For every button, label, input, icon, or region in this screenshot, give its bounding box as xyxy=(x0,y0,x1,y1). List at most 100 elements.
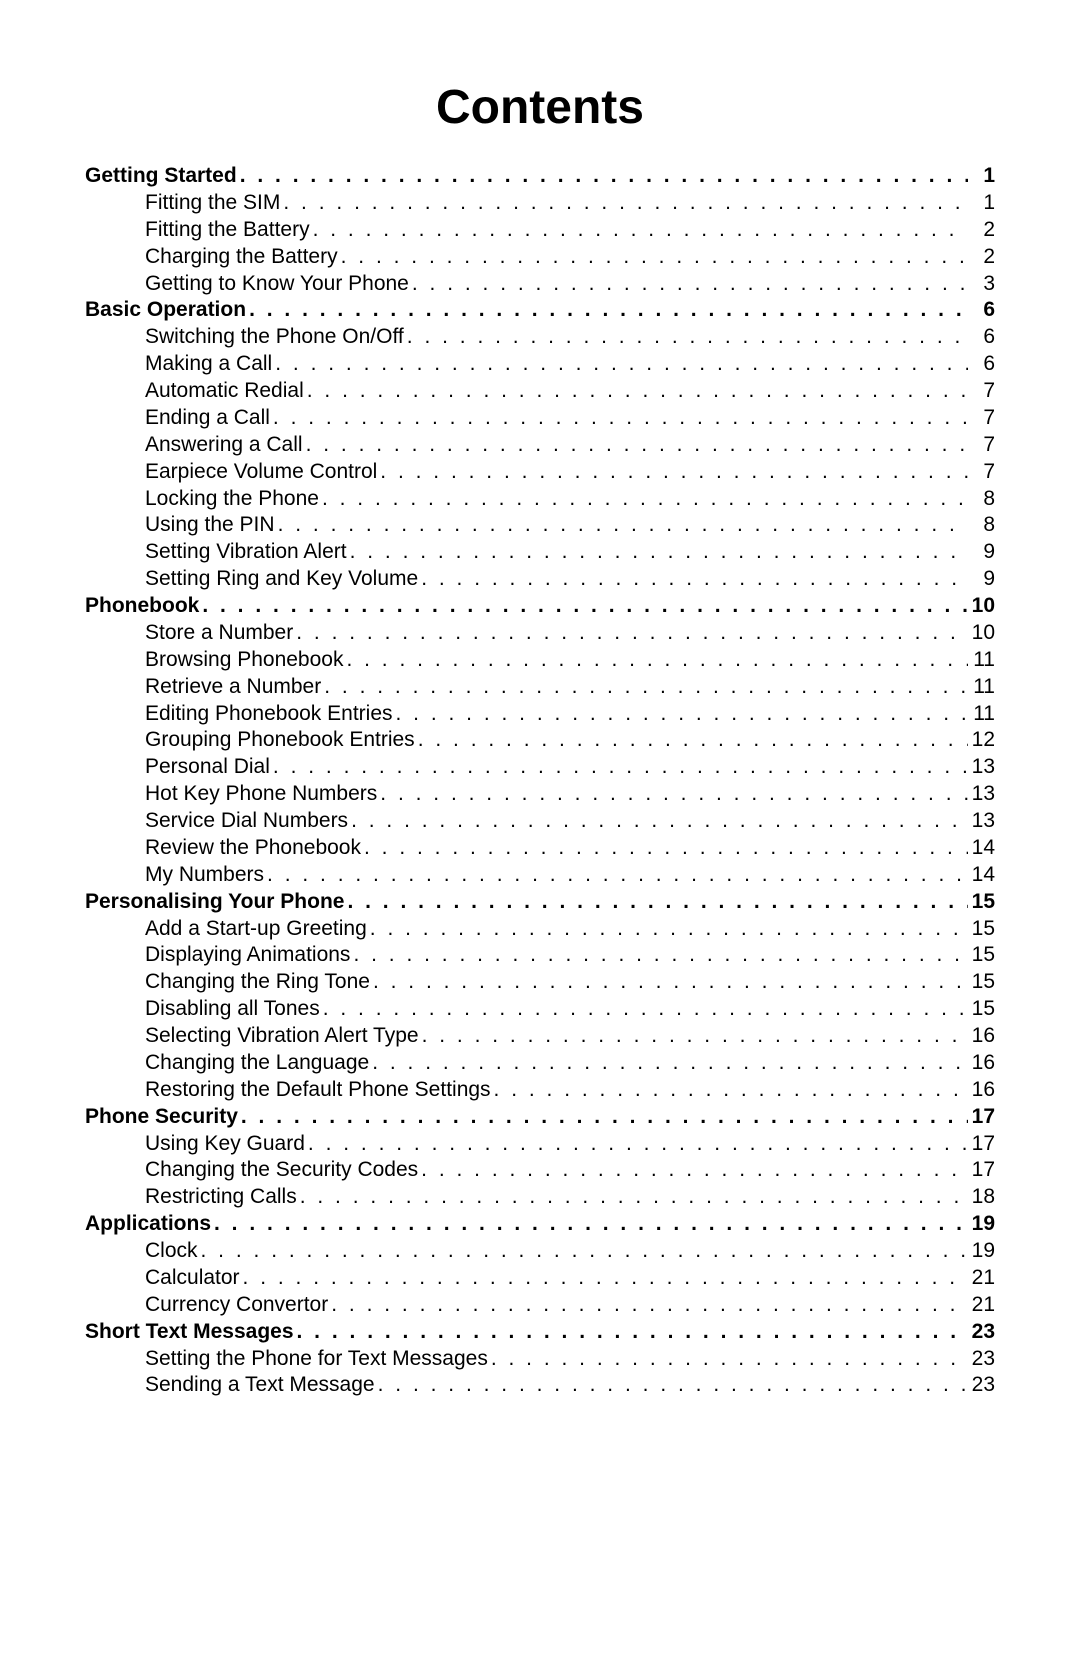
toc-item: Using Key Guard17 xyxy=(85,1131,995,1158)
toc-section-page: 10 xyxy=(971,593,995,620)
toc-item-page: 13 xyxy=(971,808,995,835)
toc-item-label: Using Key Guard xyxy=(85,1131,305,1158)
toc-item: Fitting the SIM1 xyxy=(85,190,995,217)
toc-item-label: Personal Dial xyxy=(85,754,270,781)
toc-item-page: 8 xyxy=(971,486,995,513)
toc-leader-dots xyxy=(373,969,968,996)
toc-item: Ending a Call7 xyxy=(85,405,995,432)
toc-item-label: Locking the Phone xyxy=(85,486,319,513)
toc-item-page: 16 xyxy=(971,1077,995,1104)
toc-section-label: Phonebook xyxy=(85,593,199,620)
toc-leader-dots xyxy=(421,566,968,593)
toc-item-label: Retrieve a Number xyxy=(85,674,321,701)
toc-item: Restoring the Default Phone Settings 16 xyxy=(85,1077,995,1104)
toc-leader-dots xyxy=(380,781,968,808)
toc-item: Editing Phonebook Entries11 xyxy=(85,701,995,728)
toc-leader-dots xyxy=(350,539,968,566)
toc-section: Applications 19 xyxy=(85,1211,995,1238)
toc-item: My Numbers14 xyxy=(85,862,995,889)
toc-section-page: 6 xyxy=(971,297,995,324)
toc-item-label: Charging the Battery xyxy=(85,244,338,271)
toc-item-label: Making a Call xyxy=(85,351,272,378)
toc-leader-dots xyxy=(412,271,968,298)
toc-item: Switching the Phone On/Off6 xyxy=(85,324,995,351)
toc-item: Sending a Text Message 23 xyxy=(85,1372,995,1399)
toc-item-label: Restoring the Default Phone Settings xyxy=(85,1077,491,1104)
toc-leader-dots xyxy=(313,217,968,244)
toc-item-page: 3 xyxy=(971,271,995,298)
toc-item-page: 15 xyxy=(971,942,995,969)
toc-item-label: Answering a Call xyxy=(85,432,303,459)
toc-leader-dots xyxy=(494,1077,968,1104)
toc-item: Using the PIN8 xyxy=(85,512,995,539)
toc-item-page: 23 xyxy=(971,1372,995,1399)
toc-leader-dots xyxy=(278,512,968,539)
toc-item-page: 10 xyxy=(971,620,995,647)
toc-item-page: 19 xyxy=(971,1238,995,1265)
toc-leader-dots xyxy=(353,942,968,969)
toc-section-label: Basic Operation xyxy=(85,297,246,324)
toc-item: Changing the Language16 xyxy=(85,1050,995,1077)
toc-item-label: Selecting Vibration Alert Type xyxy=(85,1023,419,1050)
toc-item: Setting the Phone for Text Messages23 xyxy=(85,1346,995,1373)
toc-item-label: Browsing Phonebook xyxy=(85,647,343,674)
toc-item-page: 18 xyxy=(971,1184,995,1211)
toc-item-label: Currency Convertor xyxy=(85,1292,328,1319)
toc-item: Setting Ring and Key Volume9 xyxy=(85,566,995,593)
toc-section: Basic Operation 6 xyxy=(85,297,995,324)
toc-item-page: 6 xyxy=(971,351,995,378)
toc-item: Grouping Phonebook Entries12 xyxy=(85,727,995,754)
toc-leader-dots xyxy=(214,1211,968,1238)
toc-item-page: 11 xyxy=(971,674,995,701)
toc-item-label: Changing the Language xyxy=(85,1050,369,1077)
toc-item: Calculator21 xyxy=(85,1265,995,1292)
toc-item-label: Automatic Redial xyxy=(85,378,304,405)
toc-section-label: Phone Security xyxy=(85,1104,238,1131)
toc-section: Getting Started1 xyxy=(85,163,995,190)
toc-leader-dots xyxy=(364,835,968,862)
toc-leader-dots xyxy=(243,1265,968,1292)
toc-leader-dots xyxy=(491,1346,968,1373)
toc-item-page: 13 xyxy=(971,754,995,781)
toc-item-page: 11 xyxy=(971,647,995,674)
toc-item-page: 7 xyxy=(971,432,995,459)
toc-leader-dots xyxy=(283,190,968,217)
toc-section: Phonebook 10 xyxy=(85,593,995,620)
toc-item-label: Using the PIN xyxy=(85,512,275,539)
toc-item-page: 15 xyxy=(971,996,995,1023)
toc-item: Service Dial Numbers13 xyxy=(85,808,995,835)
toc-section-label: Applications xyxy=(85,1211,211,1238)
toc-section-label: Personalising Your Phone xyxy=(85,889,344,916)
toc-item-label: Restricting Calls xyxy=(85,1184,297,1211)
toc-item-label: Review the Phonebook xyxy=(85,835,361,862)
toc-section-page: 15 xyxy=(971,889,995,916)
toc-item-label: Store a Number xyxy=(85,620,293,647)
toc-item: Getting to Know Your Phone 3 xyxy=(85,271,995,298)
toc-item: Review the Phonebook14 xyxy=(85,835,995,862)
toc-item-page: 11 xyxy=(971,701,995,728)
toc-item-page: 23 xyxy=(971,1346,995,1373)
toc-leader-dots xyxy=(300,1184,968,1211)
toc-leader-dots xyxy=(323,996,968,1023)
toc-item-label: Changing the Security Codes xyxy=(85,1157,418,1184)
toc-item-page: 16 xyxy=(971,1023,995,1050)
toc-item-page: 21 xyxy=(971,1265,995,1292)
toc-item-page: 12 xyxy=(971,727,995,754)
toc-item-page: 14 xyxy=(971,862,995,889)
toc-item-label: Hot Key Phone Numbers xyxy=(85,781,377,808)
toc-item-page: 17 xyxy=(971,1157,995,1184)
toc-item: Restricting Calls 18 xyxy=(85,1184,995,1211)
toc-section-label: Getting Started xyxy=(85,163,237,190)
toc-section: Personalising Your Phone 15 xyxy=(85,889,995,916)
toc-item: Clock19 xyxy=(85,1238,995,1265)
toc-item-label: Getting to Know Your Phone xyxy=(85,271,409,298)
toc-item-label: Setting Ring and Key Volume xyxy=(85,566,418,593)
toc-item-label: Add a Start-up Greeting xyxy=(85,916,367,943)
toc-leader-dots xyxy=(297,1319,968,1346)
toc-leader-dots xyxy=(418,727,968,754)
toc-item-label: Sending a Text Message xyxy=(85,1372,375,1399)
toc-section-page: 19 xyxy=(971,1211,995,1238)
toc-section: Short Text Messages23 xyxy=(85,1319,995,1346)
toc-item: Locking the Phone 8 xyxy=(85,486,995,513)
toc-leader-dots xyxy=(341,244,968,271)
